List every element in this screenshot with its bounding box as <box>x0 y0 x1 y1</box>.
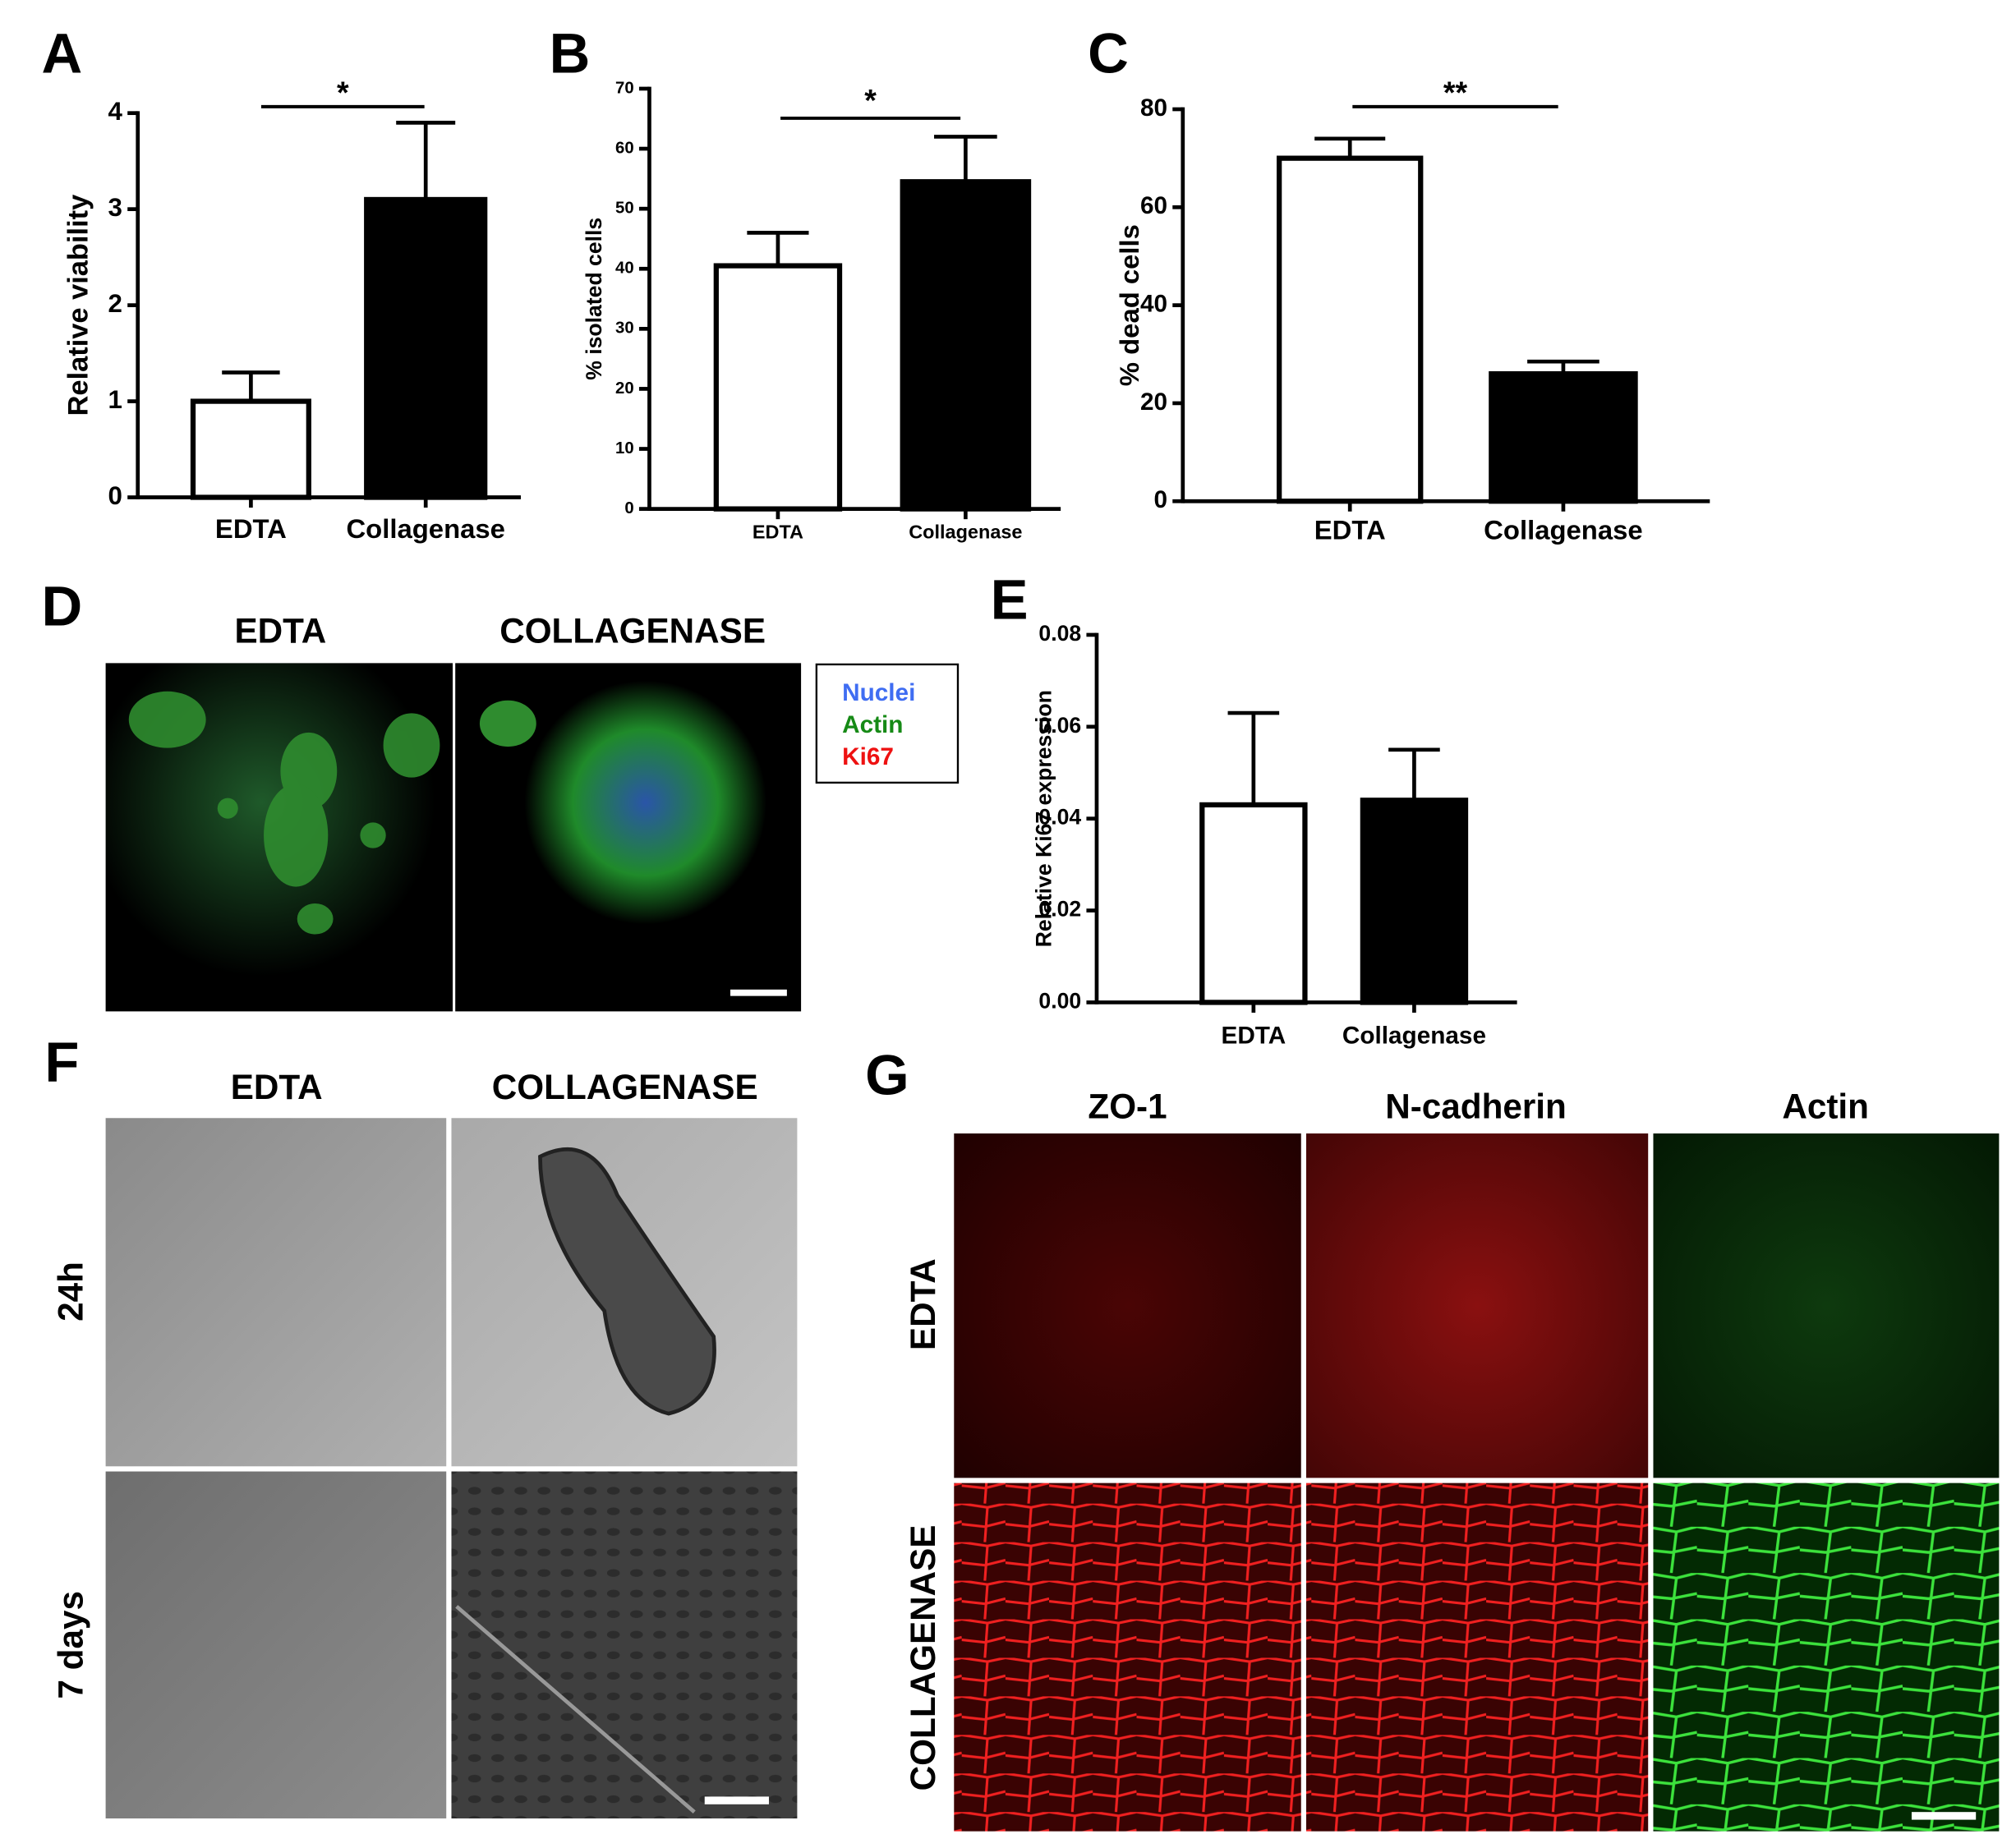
y-tick-label: 10 <box>615 439 634 457</box>
bar <box>900 179 1032 512</box>
y-axis-label: % dead cells <box>1114 224 1144 386</box>
panel-letter: D <box>42 574 83 637</box>
y-tick-label: 0.00 <box>1038 988 1081 1013</box>
micrograph <box>1306 1133 1649 1478</box>
y-tick-label: 0.04 <box>1038 805 1081 830</box>
bar <box>1489 370 1638 504</box>
y-tick-label: 60 <box>1140 192 1167 219</box>
bar <box>713 263 843 512</box>
panel-letter: E <box>991 568 1029 632</box>
row-title: EDTA <box>904 1258 942 1350</box>
micrograph <box>1653 1133 2000 1478</box>
micrograph <box>1306 1483 1649 1832</box>
cells <box>128 691 440 935</box>
column-title: Actin <box>1782 1087 1869 1125</box>
error-bar <box>1388 747 1440 801</box>
panel-letter: A <box>42 22 83 85</box>
x-tick-label: EDTA <box>1222 1023 1286 1050</box>
bar <box>1277 155 1424 504</box>
y-tick-label: 40 <box>615 260 634 278</box>
x-tick-label: Collagenase <box>1342 1023 1486 1050</box>
error-bar <box>747 231 809 266</box>
micrograph <box>451 1471 798 1819</box>
bar <box>1199 802 1308 1005</box>
y-tick-label: 0.06 <box>1038 713 1081 738</box>
panel-letter: G <box>865 1044 909 1107</box>
scale-bar <box>704 1796 769 1804</box>
micrograph <box>954 1133 1301 1478</box>
y-tick-label: 0 <box>108 481 122 510</box>
column-title: COLLAGENASE <box>499 612 766 650</box>
bar <box>364 196 488 500</box>
x-tick-label: EDTA <box>215 513 287 544</box>
bar <box>190 398 311 500</box>
column-title: EDTA <box>231 1068 323 1106</box>
y-tick-label: 20 <box>615 379 634 398</box>
row-title: COLLAGENASE <box>904 1525 942 1791</box>
legend-entry: Actin <box>842 711 903 738</box>
micrograph <box>105 1118 447 1467</box>
error-bar <box>1314 136 1386 159</box>
x-tick-label: EDTA <box>753 522 803 543</box>
error-bar <box>222 370 280 402</box>
scale-bar <box>730 989 787 996</box>
y-tick-label: 0 <box>1153 486 1167 513</box>
micrograph <box>954 1483 1301 1832</box>
scale-bar <box>1911 1812 1977 1820</box>
y-tick-label: 70 <box>615 79 634 97</box>
bar <box>1360 798 1469 1005</box>
y-tick-label: 40 <box>1140 290 1167 317</box>
error-bar <box>1227 710 1280 805</box>
x-tick-label: Collagenase <box>1484 514 1642 545</box>
y-tick-label: 0.08 <box>1038 621 1081 646</box>
significance-label: * <box>864 83 877 117</box>
significance-label: * <box>337 76 349 110</box>
cell <box>479 700 536 747</box>
y-tick-label: 4 <box>108 97 123 126</box>
legend-entry: Ki67 <box>842 743 894 770</box>
panel-letter: B <box>550 22 591 85</box>
cell-cluster <box>538 1147 716 1416</box>
legend-entry: Nuclei <box>842 679 915 706</box>
row-title: 24h <box>52 1262 90 1322</box>
x-tick-label: Collagenase <box>346 513 505 544</box>
column-title: EDTA <box>234 612 326 650</box>
column-title: COLLAGENASE <box>492 1068 758 1106</box>
x-tick-label: Collagenase <box>909 522 1022 543</box>
column-title: N-cadherin <box>1385 1087 1567 1125</box>
error-bar <box>934 135 997 182</box>
panel-letter: F <box>44 1031 79 1094</box>
y-tick-label: 0 <box>624 499 633 517</box>
y-tick-label: 1 <box>108 385 122 414</box>
y-tick-label: 60 <box>615 139 634 157</box>
y-tick-label: 30 <box>615 319 634 338</box>
significance-label: ** <box>1443 76 1468 110</box>
x-tick-label: EDTA <box>1314 514 1386 545</box>
micrograph <box>1653 1483 2000 1832</box>
panel-letter: C <box>1088 22 1129 85</box>
error-bar <box>396 121 456 200</box>
y-tick-label: 0.02 <box>1038 897 1081 922</box>
y-tick-label: 20 <box>1140 388 1167 416</box>
y-axis-label: Relative Ki67 expression <box>1031 690 1056 947</box>
column-title: ZO-1 <box>1088 1087 1167 1125</box>
y-tick-label: 3 <box>108 193 122 222</box>
y-axis-label: Relative viability <box>62 195 94 416</box>
scratch <box>455 1605 696 1814</box>
micrograph <box>105 1471 447 1819</box>
y-tick-label: 80 <box>1140 94 1167 122</box>
y-tick-label: 2 <box>108 289 122 318</box>
row-title: 7 days <box>52 1591 90 1699</box>
y-axis-label: % isolated cells <box>582 218 606 380</box>
legend-box <box>815 663 960 784</box>
y-tick-label: 50 <box>615 200 634 218</box>
